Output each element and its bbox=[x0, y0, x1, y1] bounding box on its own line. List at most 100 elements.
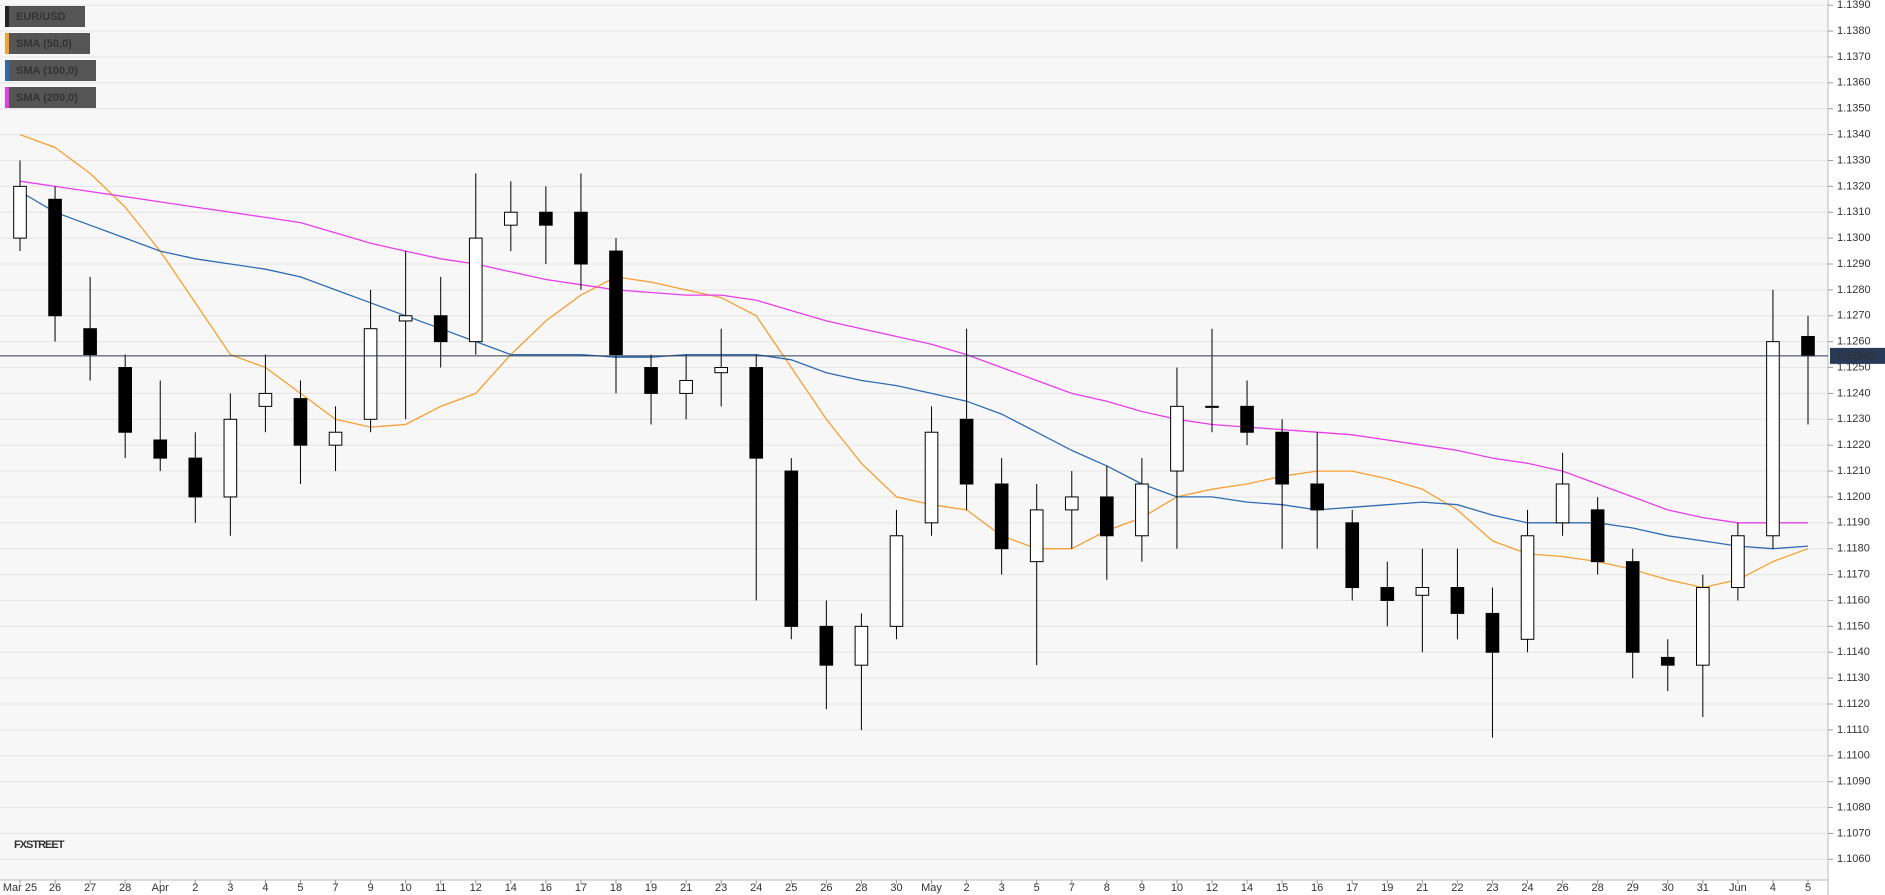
legend-box bbox=[5, 87, 96, 108]
candle-body bbox=[1205, 405, 1219, 408]
candle-body bbox=[1660, 656, 1675, 666]
legend-swatch bbox=[5, 6, 9, 27]
x-tick-label: 2 bbox=[192, 882, 198, 894]
candle-body bbox=[13, 185, 27, 239]
y-tick-label: 1.1150 bbox=[1837, 620, 1870, 632]
y-tick-label: 1.1070 bbox=[1837, 827, 1871, 839]
candle-body bbox=[854, 625, 869, 666]
x-tick-label: 21 bbox=[680, 882, 692, 894]
x-tick-label: 30 bbox=[890, 882, 902, 894]
x-tick-label: 4 bbox=[262, 882, 268, 894]
legend-label: SMA (50,0) bbox=[16, 38, 72, 50]
x-tick-label: 15 bbox=[1276, 882, 1288, 894]
candle-body bbox=[1100, 496, 1114, 537]
candle-body bbox=[1555, 483, 1570, 524]
candle-body bbox=[1590, 509, 1605, 563]
y-tick-label: 1.1330 bbox=[1837, 154, 1871, 166]
y-tick-label: 1.1180 bbox=[1837, 543, 1870, 555]
y-tick-label: 1.1220 bbox=[1837, 439, 1871, 451]
x-tick-label: 29 bbox=[1627, 882, 1639, 894]
candle-body bbox=[1345, 522, 1360, 589]
candle-body bbox=[609, 250, 623, 356]
candle-body bbox=[363, 328, 378, 420]
y-tick-label: 1.1110 bbox=[1837, 724, 1869, 736]
x-tick-label: 18 bbox=[610, 882, 622, 894]
y-tick-label: 1.1260 bbox=[1837, 336, 1871, 348]
x-tick-label: 8 bbox=[1104, 882, 1110, 894]
legend-swatch bbox=[5, 33, 9, 54]
y-tick-label: 1.1160 bbox=[1837, 594, 1870, 606]
watermark: FXSTREET bbox=[14, 839, 65, 851]
candle-body bbox=[153, 439, 168, 459]
x-tick-label: 16 bbox=[1311, 882, 1323, 894]
candle-body bbox=[1696, 587, 1710, 666]
x-tick-label: 9 bbox=[1139, 882, 1145, 894]
y-tick-label: 1.1140 bbox=[1837, 646, 1870, 658]
x-tick-label: 5 bbox=[1805, 882, 1811, 894]
y-tick-label: 1.1240 bbox=[1837, 387, 1871, 399]
candle-body bbox=[468, 237, 483, 343]
x-tick-label: 7 bbox=[332, 882, 338, 894]
y-tick-label: 1.1300 bbox=[1837, 232, 1871, 244]
y-tick-label: 1.1360 bbox=[1837, 77, 1871, 89]
legend-label: SMA (200,0) bbox=[16, 92, 78, 104]
x-tick-label: 9 bbox=[368, 882, 374, 894]
sma-line bbox=[19, 180, 1808, 524]
y-tick-label: 1.1130 bbox=[1837, 672, 1870, 684]
candle-body bbox=[1310, 483, 1324, 511]
x-tick-label: 26 bbox=[820, 882, 832, 894]
x-tick-label: 31 bbox=[1697, 882, 1709, 894]
y-tick-label: 1.1170 bbox=[1837, 568, 1870, 580]
sma-line bbox=[19, 190, 1809, 550]
candle-body bbox=[574, 211, 588, 265]
y-tick-label: 1.1230 bbox=[1837, 413, 1871, 425]
x-tick-label: 28 bbox=[119, 882, 131, 894]
plot-background bbox=[0, 0, 1828, 880]
candle-body bbox=[1625, 561, 1640, 653]
candle-body bbox=[433, 315, 448, 343]
x-tick-label: 17 bbox=[1346, 882, 1358, 894]
y-tick-label: 1.1200 bbox=[1837, 491, 1871, 503]
candle-body bbox=[784, 470, 799, 627]
candle-body bbox=[889, 535, 904, 627]
candle-body bbox=[1731, 535, 1745, 589]
candle-body bbox=[504, 211, 518, 226]
y-tick-label: 1.1190 bbox=[1837, 517, 1870, 529]
candle-body bbox=[1380, 587, 1395, 601]
candle-body bbox=[1485, 612, 1500, 653]
y-tick-label: 1.1390 bbox=[1837, 0, 1871, 11]
x-tick-label: 22 bbox=[1451, 882, 1463, 894]
x-tick-label: 21 bbox=[1416, 882, 1428, 894]
candle-body bbox=[1801, 335, 1815, 357]
candle-body bbox=[83, 328, 97, 356]
x-tick-label: 23 bbox=[715, 882, 727, 894]
y-tick-label: 1.1380 bbox=[1837, 25, 1871, 37]
candle-body bbox=[398, 315, 413, 322]
candle-body bbox=[1240, 405, 1254, 433]
candle-body bbox=[1275, 431, 1289, 485]
candle-body bbox=[1415, 587, 1430, 596]
legend-label: EUR/USD bbox=[16, 11, 66, 23]
legend-box bbox=[5, 33, 90, 54]
x-tick-label: 12 bbox=[470, 882, 482, 894]
x-tick-label: 7 bbox=[1069, 882, 1075, 894]
candle-body bbox=[749, 367, 764, 459]
x-tick-label: 17 bbox=[575, 882, 587, 894]
candle-body bbox=[644, 367, 658, 394]
x-tick-label: Mar 25 bbox=[3, 882, 37, 894]
y-tick-label: 1.1210 bbox=[1837, 465, 1871, 477]
x-tick-label: 23 bbox=[1486, 882, 1498, 894]
x-tick-label: May bbox=[921, 882, 942, 894]
x-tick-label: 10 bbox=[1171, 882, 1183, 894]
x-tick-label: 11 bbox=[435, 882, 446, 894]
x-tick-label: 5 bbox=[297, 882, 303, 894]
x-tick-label: 25 bbox=[785, 882, 797, 894]
candle-body bbox=[188, 457, 203, 498]
legend-box bbox=[5, 60, 96, 81]
x-tick-label: 4 bbox=[1770, 882, 1776, 894]
x-tick-label: 28 bbox=[1592, 882, 1604, 894]
y-tick-label: 1.1060 bbox=[1837, 853, 1871, 865]
candle-body bbox=[1766, 341, 1780, 537]
candle-body bbox=[959, 418, 974, 485]
